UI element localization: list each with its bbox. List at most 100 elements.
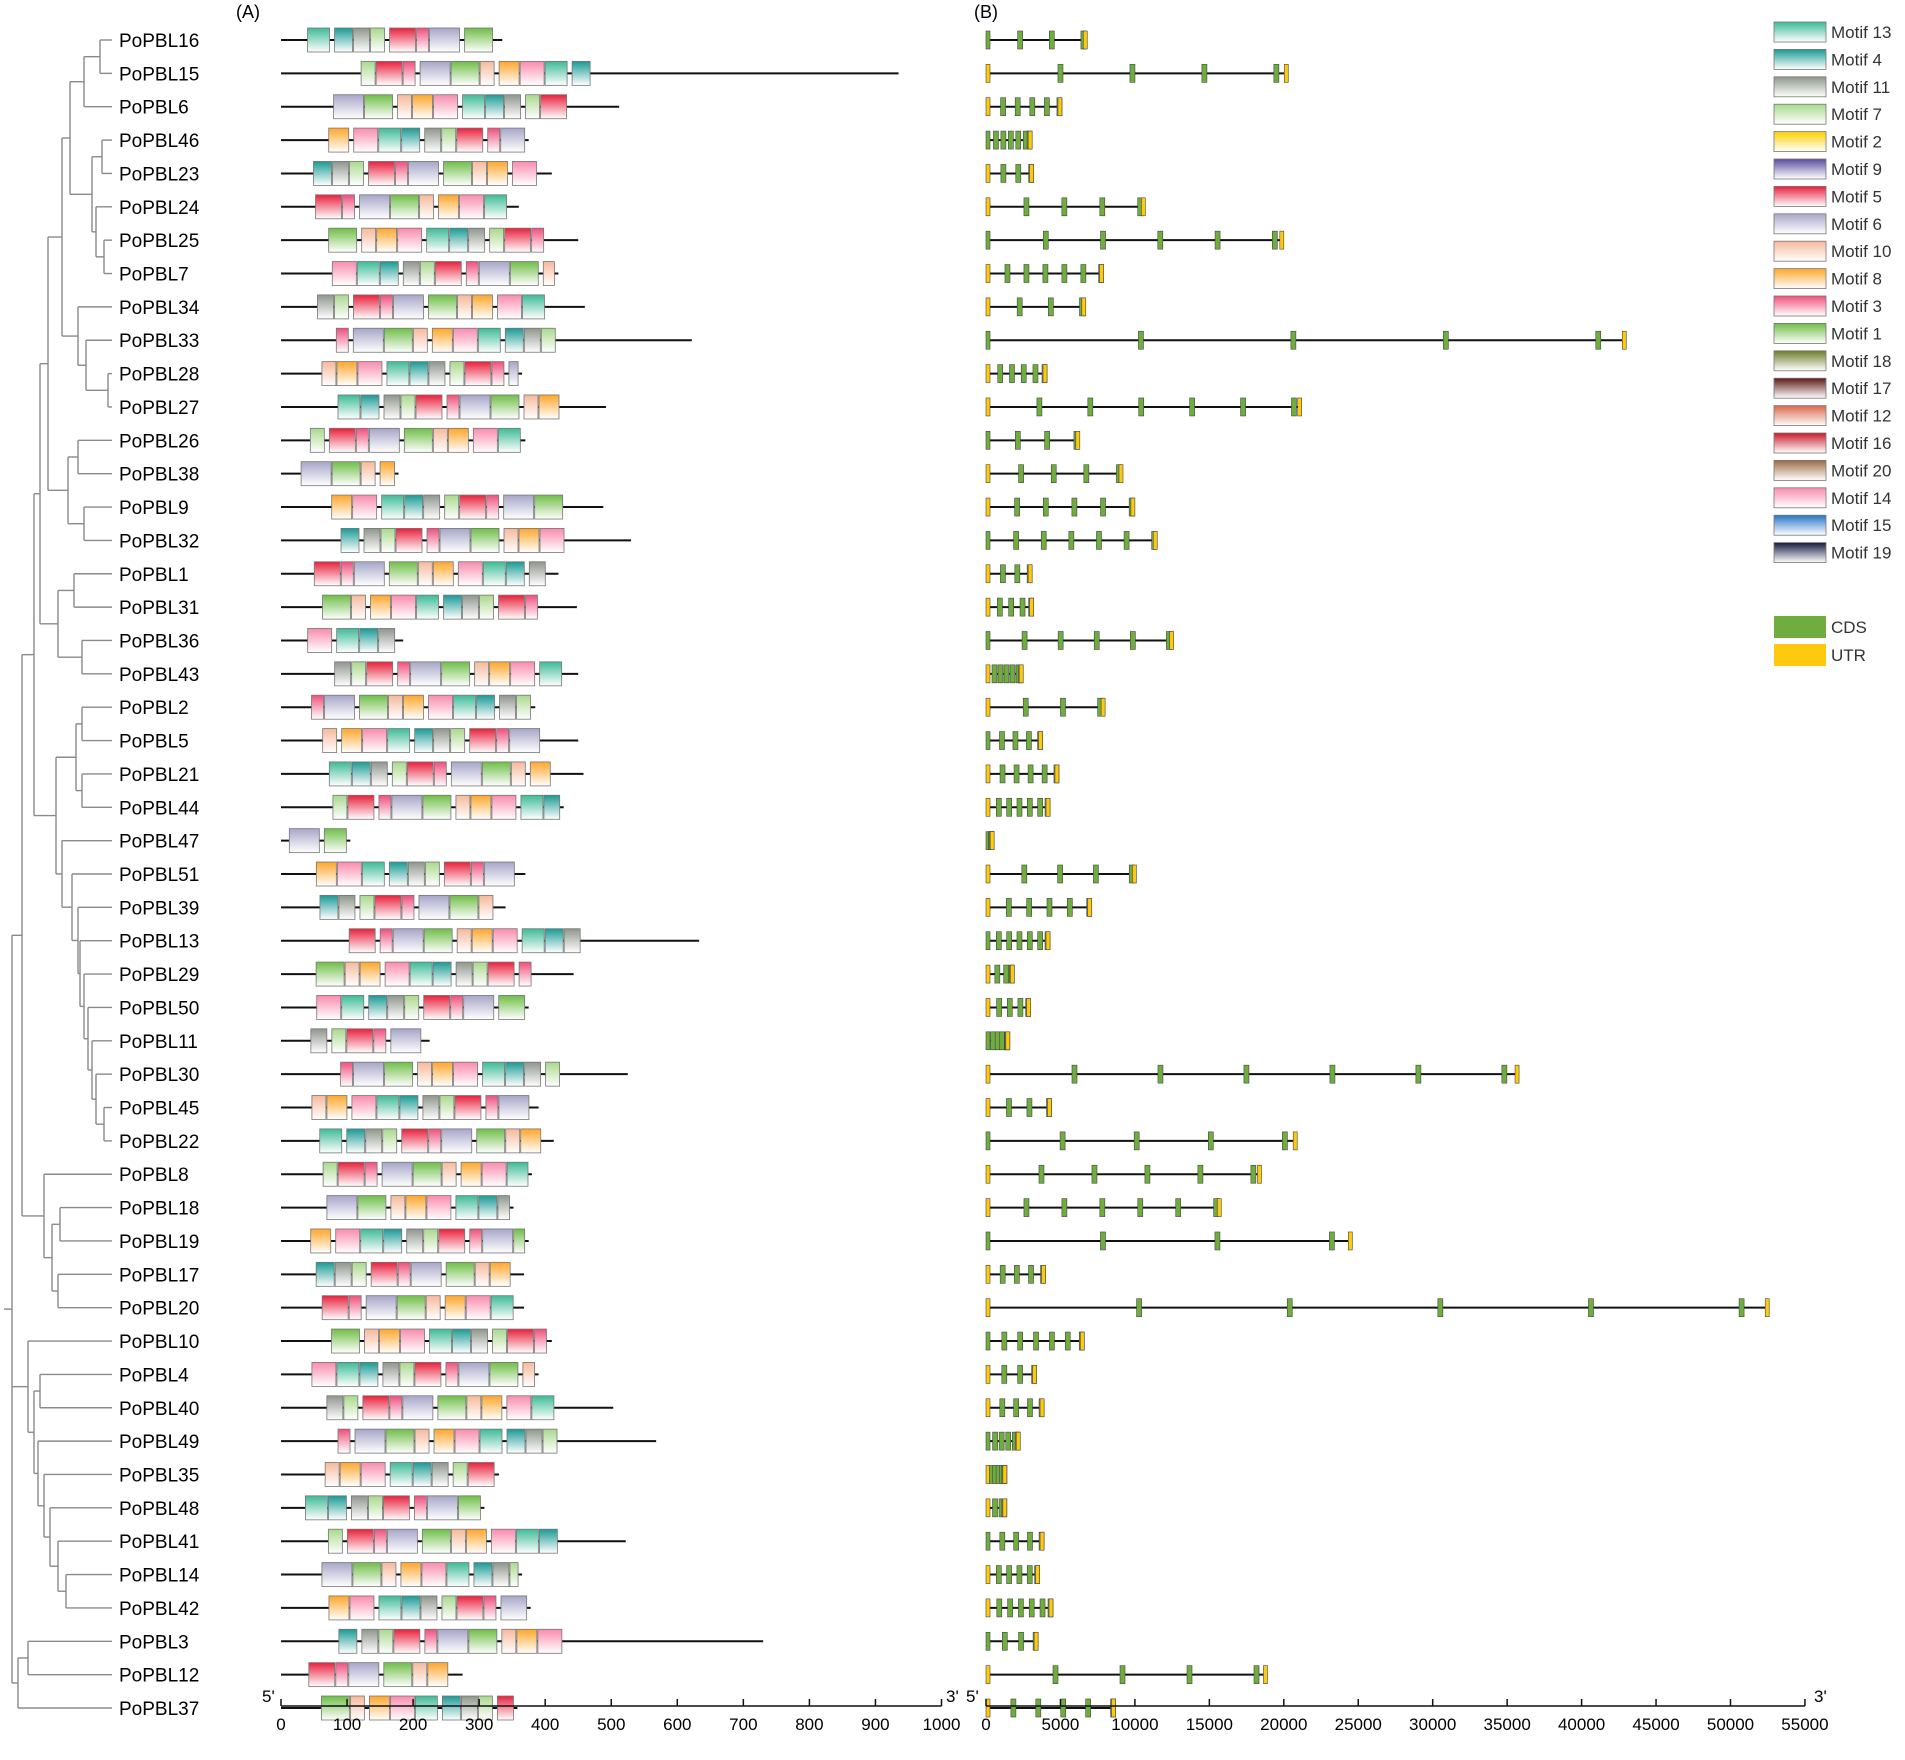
motif-box — [481, 761, 511, 787]
gene-row — [985, 531, 1158, 550]
utr-block — [985, 697, 991, 717]
protein-row — [281, 528, 632, 553]
cds-block — [1028, 1265, 1034, 1284]
cds-block — [1042, 264, 1049, 283]
gene-axis: 0 5000 10000 15000 20000 25000 30000 35000 40000… — [966, 1687, 1829, 1734]
svg-text:Motif 17: Motif 17 — [1831, 379, 1891, 398]
cds-block — [1026, 1098, 1033, 1117]
utr-block — [985, 364, 991, 383]
cds-block — [998, 1431, 1005, 1451]
motif-box — [505, 1128, 521, 1154]
cds-block — [1042, 497, 1049, 517]
protein-row — [281, 261, 559, 286]
protein-row — [281, 928, 700, 954]
cds-block — [1071, 1064, 1078, 1084]
motif-box — [357, 361, 383, 387]
cds-block — [1214, 230, 1221, 250]
cds-block — [999, 764, 1006, 784]
utr-block — [985, 731, 991, 750]
gene-label: PoPBL48 — [119, 1499, 199, 1520]
motif-box — [378, 1628, 394, 1654]
motif-box — [437, 1628, 469, 1654]
motif-box — [510, 761, 526, 787]
motif-box — [368, 161, 395, 186]
cds-block — [1010, 1698, 1017, 1718]
motif-box — [525, 594, 538, 620]
legend-motif: Motif 18 — [1773, 350, 1891, 372]
utr-block — [985, 564, 991, 584]
gene-label: PoPBL6 — [119, 98, 189, 119]
gene-row — [985, 697, 1106, 717]
utr-block — [1057, 97, 1063, 117]
cds-block — [1016, 297, 1023, 317]
tick-label: 15000 — [1186, 1715, 1233, 1734]
gene-row — [985, 864, 1137, 884]
protein-row — [281, 1628, 764, 1654]
gene-label: PoPBL27 — [119, 398, 199, 419]
motif-box — [359, 628, 379, 653]
utr-block — [985, 264, 991, 283]
motif-box — [404, 995, 420, 1020]
motif-box — [441, 1128, 473, 1154]
gene-row — [985, 164, 1034, 183]
motif-box — [389, 1462, 413, 1487]
utr-block — [989, 831, 995, 850]
cds-block — [1099, 197, 1106, 217]
motif-box — [501, 1628, 517, 1654]
cds-block — [997, 597, 1003, 617]
motif-box — [506, 1161, 529, 1187]
svg-text:Motif 4: Motif 4 — [1831, 50, 1882, 69]
svg-text:Motif 12: Motif 12 — [1831, 407, 1891, 426]
motif-box — [300, 461, 332, 487]
tick-label: 5000 — [1042, 1715, 1080, 1734]
utr-block — [1039, 1531, 1045, 1551]
utr-block — [985, 1431, 991, 1451]
motif-box — [288, 828, 320, 854]
tick-label: 100 — [333, 1715, 361, 1734]
cds-block — [1028, 1598, 1035, 1618]
motif-box — [355, 427, 369, 453]
panel-a-label: (A) — [236, 2, 260, 22]
motif-box — [357, 1195, 387, 1220]
motif-box — [360, 60, 376, 86]
motif-box — [474, 661, 490, 687]
motif-box — [340, 528, 360, 553]
motif-box — [384, 1061, 414, 1087]
motif-box — [340, 1061, 354, 1087]
motif-box — [482, 561, 506, 587]
motif-box — [351, 761, 371, 787]
motif-box — [518, 961, 532, 987]
utr-block — [1048, 1598, 1054, 1618]
cds-block — [1291, 397, 1297, 417]
cds-block — [1286, 1298, 1293, 1317]
gene-label: PoPBL23 — [119, 164, 199, 185]
axis-3prime: 3' — [1814, 1687, 1827, 1706]
motif-box — [409, 361, 429, 387]
motif-box — [497, 427, 521, 453]
gene-label: PoPBL10 — [119, 1332, 199, 1353]
motif-box — [472, 294, 493, 320]
utr-block — [985, 964, 991, 984]
cds-block — [1015, 164, 1022, 183]
gene-label: PoPBL46 — [119, 131, 199, 152]
motif-box — [332, 161, 349, 186]
motif-box — [525, 94, 540, 120]
utr-block — [985, 531, 991, 550]
gene-label: PoPBL13 — [119, 932, 199, 953]
motif-box — [378, 794, 392, 820]
cds-block — [1240, 397, 1246, 417]
motif-box — [385, 1428, 415, 1454]
cds-block — [1085, 1698, 1091, 1718]
motif-box — [342, 194, 355, 220]
utr-block — [985, 664, 991, 684]
svg-text:Motif 3: Motif 3 — [1831, 297, 1882, 316]
motif-box — [534, 1328, 547, 1354]
gene-row — [985, 497, 1136, 517]
motif-box — [331, 461, 361, 487]
motif-box — [311, 1362, 337, 1387]
motif-box — [476, 694, 495, 720]
motif-box — [525, 1428, 543, 1454]
gene-label: PoPBL11 — [119, 1032, 198, 1053]
cds-block — [994, 1031, 1001, 1051]
motif-box — [397, 1261, 411, 1287]
